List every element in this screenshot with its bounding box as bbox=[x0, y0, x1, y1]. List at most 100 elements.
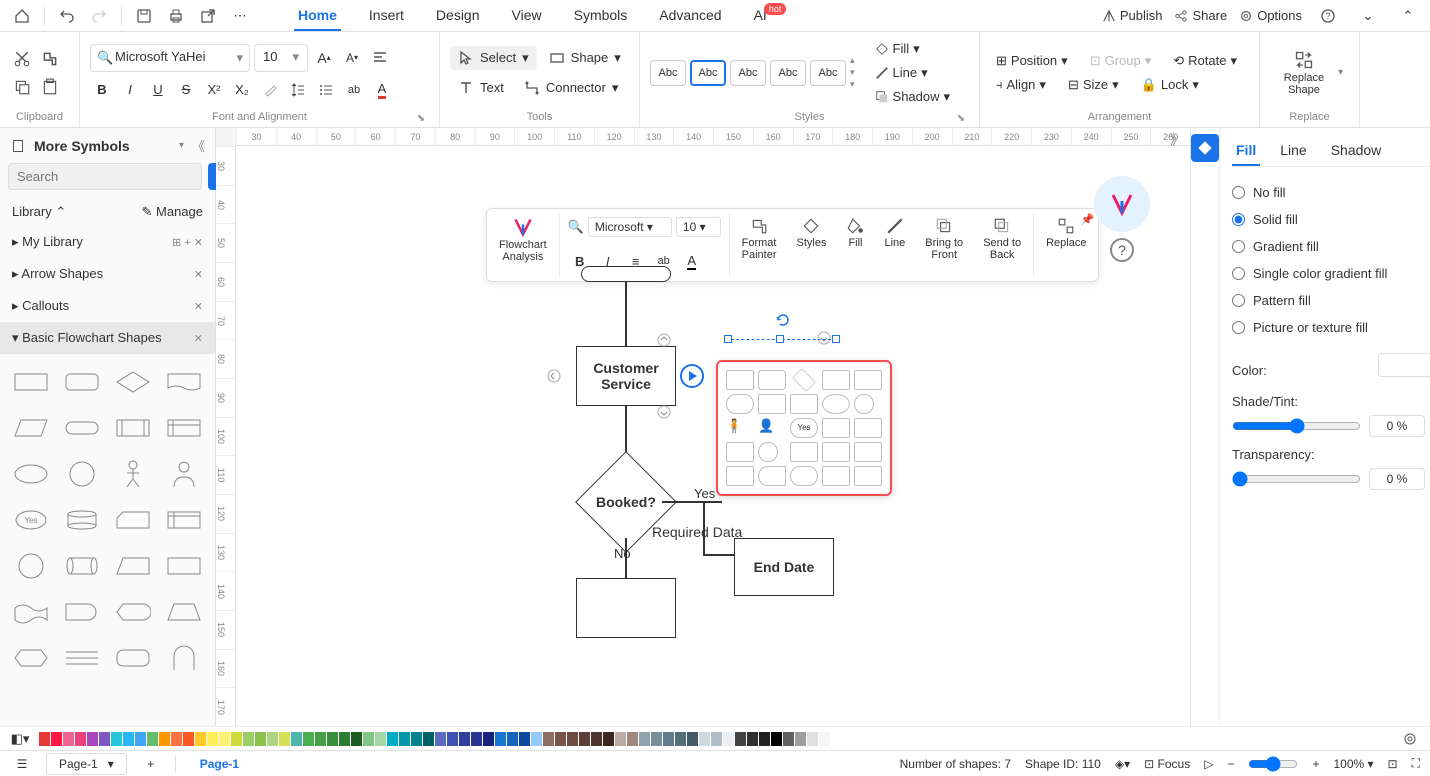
tab-view[interactable]: View bbox=[508, 1, 546, 31]
tab-advanced[interactable]: Advanced bbox=[655, 1, 725, 31]
shape-circle[interactable] bbox=[59, 454, 104, 494]
rotate-button[interactable]: ⟲ Rotate▾ bbox=[1167, 50, 1243, 72]
bullet-list-icon[interactable] bbox=[314, 78, 338, 102]
color-chip[interactable] bbox=[411, 732, 422, 746]
popup-shape[interactable]: Yes bbox=[790, 418, 818, 438]
anchor-top[interactable] bbox=[656, 332, 672, 348]
anchor-left[interactable] bbox=[546, 368, 562, 384]
float-format-painter[interactable]: Format Painter bbox=[734, 213, 785, 277]
color-chip[interactable] bbox=[507, 732, 518, 746]
float-styles[interactable]: Styles bbox=[789, 213, 835, 277]
fill-tab-icon[interactable] bbox=[1191, 134, 1219, 162]
shape-round2[interactable] bbox=[111, 638, 156, 678]
color-dropper-icon[interactable]: ◧▾ bbox=[8, 727, 32, 751]
float-fill[interactable]: Fill bbox=[838, 213, 872, 277]
font-size-select[interactable]: 10 ▾ bbox=[254, 44, 308, 72]
shape-rect[interactable] bbox=[8, 362, 53, 402]
tab-design[interactable]: Design bbox=[432, 1, 484, 31]
sel-handle-r[interactable] bbox=[832, 335, 840, 343]
zoom-slider[interactable] bbox=[1248, 756, 1298, 772]
style-more[interactable]: ▾ bbox=[850, 79, 855, 90]
shape-tool[interactable]: Shape ▾ bbox=[541, 46, 629, 70]
color-chip[interactable] bbox=[627, 732, 638, 746]
text-tool[interactable]: Text bbox=[450, 76, 512, 100]
popup-shape[interactable] bbox=[726, 394, 754, 414]
bold-icon[interactable]: B bbox=[90, 78, 114, 102]
save-icon[interactable] bbox=[130, 2, 158, 30]
library-label[interactable]: Library ⌃ bbox=[12, 204, 66, 220]
float-send-back[interactable]: Send to Back bbox=[975, 213, 1029, 277]
position-button[interactable]: ⊞ Position▾ bbox=[990, 50, 1074, 72]
shape-diamond[interactable] bbox=[111, 362, 156, 402]
line-spacing-icon[interactable] bbox=[286, 78, 310, 102]
collapse-left-icon[interactable]: 《 bbox=[192, 136, 205, 155]
connector-tool[interactable]: Connector ▾ bbox=[516, 76, 627, 100]
color-chip[interactable] bbox=[711, 732, 722, 746]
shape-circle2[interactable] bbox=[8, 546, 53, 586]
copy-icon[interactable] bbox=[10, 75, 34, 99]
cut-icon[interactable] bbox=[10, 47, 34, 71]
color-chip[interactable] bbox=[195, 732, 206, 746]
styles-dialog-launcher[interactable]: ⬊ bbox=[955, 113, 967, 125]
popup-shape[interactable] bbox=[822, 418, 850, 438]
color-chip[interactable] bbox=[291, 732, 302, 746]
color-chip[interactable] bbox=[675, 732, 686, 746]
help-icon[interactable]: ? bbox=[1314, 2, 1342, 30]
customer-service-box[interactable]: Customer Service bbox=[576, 346, 676, 406]
color-chip[interactable] bbox=[471, 732, 482, 746]
color-chip[interactable] bbox=[543, 732, 554, 746]
focus-button[interactable]: ⊡ Focus bbox=[1144, 757, 1190, 771]
color-chip[interactable] bbox=[339, 732, 350, 746]
rotate-handle[interactable] bbox=[776, 313, 790, 327]
fit-page-icon[interactable]: ⊡ bbox=[1388, 757, 1398, 771]
sel-handle-l[interactable] bbox=[724, 335, 732, 343]
color-chip[interactable] bbox=[651, 732, 662, 746]
popup-shape[interactable] bbox=[758, 442, 778, 462]
anchor-bottom[interactable] bbox=[656, 404, 672, 420]
color-picker[interactable] bbox=[1378, 353, 1430, 377]
section-callouts[interactable]: ▸ Callouts✕ bbox=[0, 290, 215, 322]
prop-tab-shadow[interactable]: Shadow bbox=[1327, 136, 1386, 166]
strike-icon[interactable]: S bbox=[174, 78, 198, 102]
expand-right-icon[interactable]: 》 bbox=[1170, 130, 1184, 150]
end-date-box[interactable]: End Date bbox=[734, 538, 834, 596]
highlight-icon[interactable] bbox=[258, 78, 282, 102]
underline-icon[interactable]: U bbox=[146, 78, 170, 102]
transparency-slider[interactable] bbox=[1232, 471, 1361, 487]
shape-doc[interactable] bbox=[162, 362, 207, 402]
align-button[interactable]: ⫞ Align▾ bbox=[990, 74, 1052, 96]
style-down[interactable]: ▾ bbox=[850, 67, 855, 78]
popup-shape[interactable] bbox=[790, 394, 818, 414]
style-swatch-4[interactable]: Abc bbox=[770, 60, 806, 86]
play-icon[interactable] bbox=[680, 364, 704, 388]
italic-icon[interactable]: I bbox=[118, 78, 142, 102]
color-chip[interactable] bbox=[39, 732, 50, 746]
shape-display[interactable] bbox=[111, 592, 156, 632]
shape-trap2[interactable] bbox=[162, 592, 207, 632]
radio-solid-fill[interactable]: Solid fill bbox=[1232, 206, 1430, 233]
section-my-library[interactable]: ▸ My Library⊞ + ✕ bbox=[0, 226, 215, 258]
zoom-out-icon[interactable]: − bbox=[1227, 757, 1234, 771]
color-chip[interactable] bbox=[615, 732, 626, 746]
redo-icon[interactable] bbox=[85, 2, 113, 30]
popup-shape[interactable] bbox=[726, 370, 754, 390]
tab-symbols[interactable]: Symbols bbox=[570, 1, 632, 31]
shape-yes[interactable]: Yes bbox=[8, 500, 53, 540]
undo-icon[interactable] bbox=[53, 2, 81, 30]
shape-cyl-h[interactable] bbox=[59, 546, 104, 586]
color-chip[interactable] bbox=[723, 732, 734, 746]
page-list-icon[interactable]: ☰ bbox=[10, 752, 34, 776]
color-chip[interactable] bbox=[747, 732, 758, 746]
color-chip[interactable] bbox=[567, 732, 578, 746]
popup-shape[interactable] bbox=[854, 370, 882, 390]
radio-pattern-fill[interactable]: Pattern fill bbox=[1232, 287, 1430, 314]
canvas[interactable]: Flowchart Analysis 🔍Microsoft ▾10 ▾ B I … bbox=[236, 146, 1190, 726]
shape-frame[interactable] bbox=[162, 500, 207, 540]
font-dialog-launcher[interactable]: ⬊ bbox=[415, 113, 427, 125]
section-arrow-shapes[interactable]: ▸ Arrow Shapes✕ bbox=[0, 258, 215, 290]
popup-shape[interactable] bbox=[726, 466, 754, 486]
popup-shape[interactable] bbox=[854, 442, 882, 462]
popup-shape[interactable] bbox=[790, 442, 818, 462]
more-icon[interactable]: ⋯ bbox=[226, 2, 254, 30]
options-button[interactable]: Options bbox=[1239, 8, 1302, 23]
